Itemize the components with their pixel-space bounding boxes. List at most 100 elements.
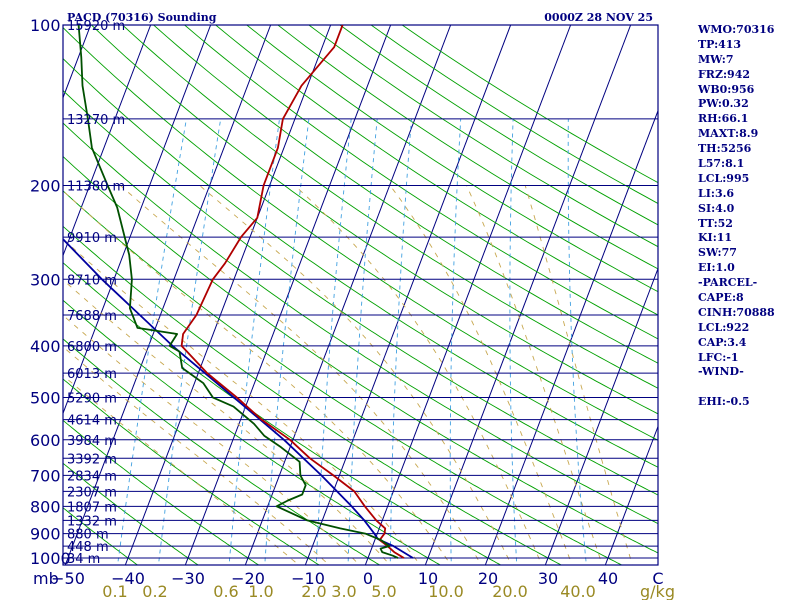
index-row: EI:1.0: [698, 261, 735, 275]
index-row: FRZ:942: [698, 67, 751, 81]
temperature-tick-label: 20: [478, 569, 498, 588]
mixing-ratio-label: 0.6: [213, 582, 238, 600]
dry-adiabat-line: [63, 190, 623, 565]
height-label: 2307 m: [67, 485, 117, 500]
dry-adiabat-line: [63, 507, 139, 565]
pressure-unit-label: mb: [33, 569, 59, 588]
height-label: 3392 m: [67, 452, 117, 467]
index-row: L57:8.1: [698, 157, 745, 171]
index-row: SI:4.0: [698, 201, 735, 215]
index-row: PW:0.32: [698, 97, 749, 111]
temperature-tick-label: 10: [418, 569, 438, 588]
mixing-ratio-label: 2.0: [301, 582, 326, 600]
mixing-ratio-line: [567, 118, 587, 565]
index-row: MW:7: [698, 52, 734, 66]
mixing-ratio-label: 5.0: [371, 582, 396, 600]
mixing-ratio-unit-label: g/kg: [640, 582, 675, 600]
height-label: 7688 m: [67, 309, 117, 324]
dry-adiabat-line: [122, 25, 658, 389]
pressure-tick-label: 200: [30, 176, 61, 195]
height-label: 15920 m: [67, 19, 125, 34]
index-row: CAP:3.4: [698, 335, 747, 349]
dry-adiabat-line: [277, 25, 658, 270]
pressure-tick-label: 500: [30, 389, 61, 408]
moist-adiabat-line: [294, 185, 543, 565]
dry-adiabat-line: [63, 225, 563, 565]
isotherm-line: [184, 25, 392, 565]
moist-adiabat-line: [120, 185, 482, 565]
mixing-ratio-line: [117, 118, 187, 565]
isotherm-line: [64, 25, 272, 565]
height-label: 9910 m: [67, 231, 117, 246]
mixing-ratio-label: 20.0: [492, 582, 528, 600]
index-row: -WIND-: [698, 365, 744, 379]
dry-adiabat-line: [63, 89, 658, 496]
height-label: 1332 m: [67, 514, 117, 529]
height-label: 34 m: [67, 552, 100, 567]
dry-adiabat-line: [63, 419, 260, 565]
profile-series: [63, 25, 414, 559]
height-label: 1807 m: [67, 500, 117, 515]
index-row: LCL:922: [698, 320, 750, 334]
index-row: LI:3.6: [698, 186, 735, 200]
dry-adiabat-line: [246, 25, 658, 293]
dry-adiabat-line: [63, 378, 320, 565]
temperature-tick-label: −20: [231, 569, 265, 588]
isotherm-line: [244, 25, 452, 565]
isotherm-line: [124, 25, 332, 565]
index-row: LCL:995: [698, 171, 750, 185]
index-row: [698, 380, 798, 395]
moist-adiabat-line: [63, 346, 330, 565]
moist-adiabat-line: [524, 185, 633, 565]
isotherm-line: [0, 25, 31, 569]
parcel-trace: [63, 237, 414, 559]
height-label: 11380 m: [67, 179, 125, 194]
index-row: CINH:70888: [698, 305, 775, 319]
index-row: CAPE:8: [698, 291, 744, 305]
mixing-ratio-line: [449, 118, 462, 565]
pressure-tick-label: 1000: [30, 549, 71, 568]
dry-adiabat-line: [63, 27, 658, 441]
index-row: -PARCEL-: [698, 276, 758, 290]
mixing-ratio-label: 0.1: [102, 582, 127, 600]
valid-time: 0000Z 28 NOV 25: [544, 11, 653, 24]
height-label: 880 m: [67, 528, 109, 543]
index-row: WB0:956: [698, 82, 755, 96]
moist-adiabat-line: [63, 279, 391, 565]
isotherm-line: [63, 25, 212, 415]
isotherm-line: [364, 25, 572, 565]
mixing-ratio-label: 0.2: [142, 582, 167, 600]
height-label: 6800 m: [67, 340, 117, 355]
dry-adiabat-line: [63, 462, 199, 565]
index-row: SW:77: [698, 246, 737, 260]
station-title: PACD (70316) Sounding: [67, 11, 217, 24]
temperature-tick-label: C: [652, 569, 663, 588]
temperature-tick-label: −50: [51, 569, 85, 588]
dry-adiabat-line: [91, 25, 658, 415]
dry-adiabat-line: [153, 25, 658, 364]
mixing-ratio-label: 10.0: [428, 582, 464, 600]
height-label: 6013 m: [67, 367, 117, 382]
index-row: KI:11: [698, 231, 733, 245]
pressure-tick-label: 100: [30, 16, 61, 35]
moist-adiabat-line: [63, 314, 361, 565]
dry-adiabat-line: [63, 262, 502, 565]
moist-adiabat-line: [389, 185, 573, 565]
dry-adiabat-line: [63, 338, 381, 565]
moist-adiabat-line: [466, 185, 603, 565]
temperature-tick-label: −10: [291, 569, 325, 588]
index-row: TH:5256: [698, 142, 752, 156]
pressure-tick-label: 600: [30, 431, 61, 450]
isotherm-line: [484, 109, 658, 565]
temperature-trace: [180, 25, 405, 559]
index-row: LFC:-1: [698, 350, 739, 364]
index-row: MAXT:8.9: [698, 127, 759, 141]
isotherm-line: [63, 25, 152, 257]
height-label: 5290 m: [67, 392, 117, 407]
mixing-ratio-label: 3.0: [331, 582, 356, 600]
height-label: 448 m: [67, 540, 109, 555]
mixing-ratio-label: 40.0: [560, 582, 596, 600]
height-label: 2834 m: [67, 469, 117, 484]
mixing-ratio-line: [389, 118, 412, 565]
